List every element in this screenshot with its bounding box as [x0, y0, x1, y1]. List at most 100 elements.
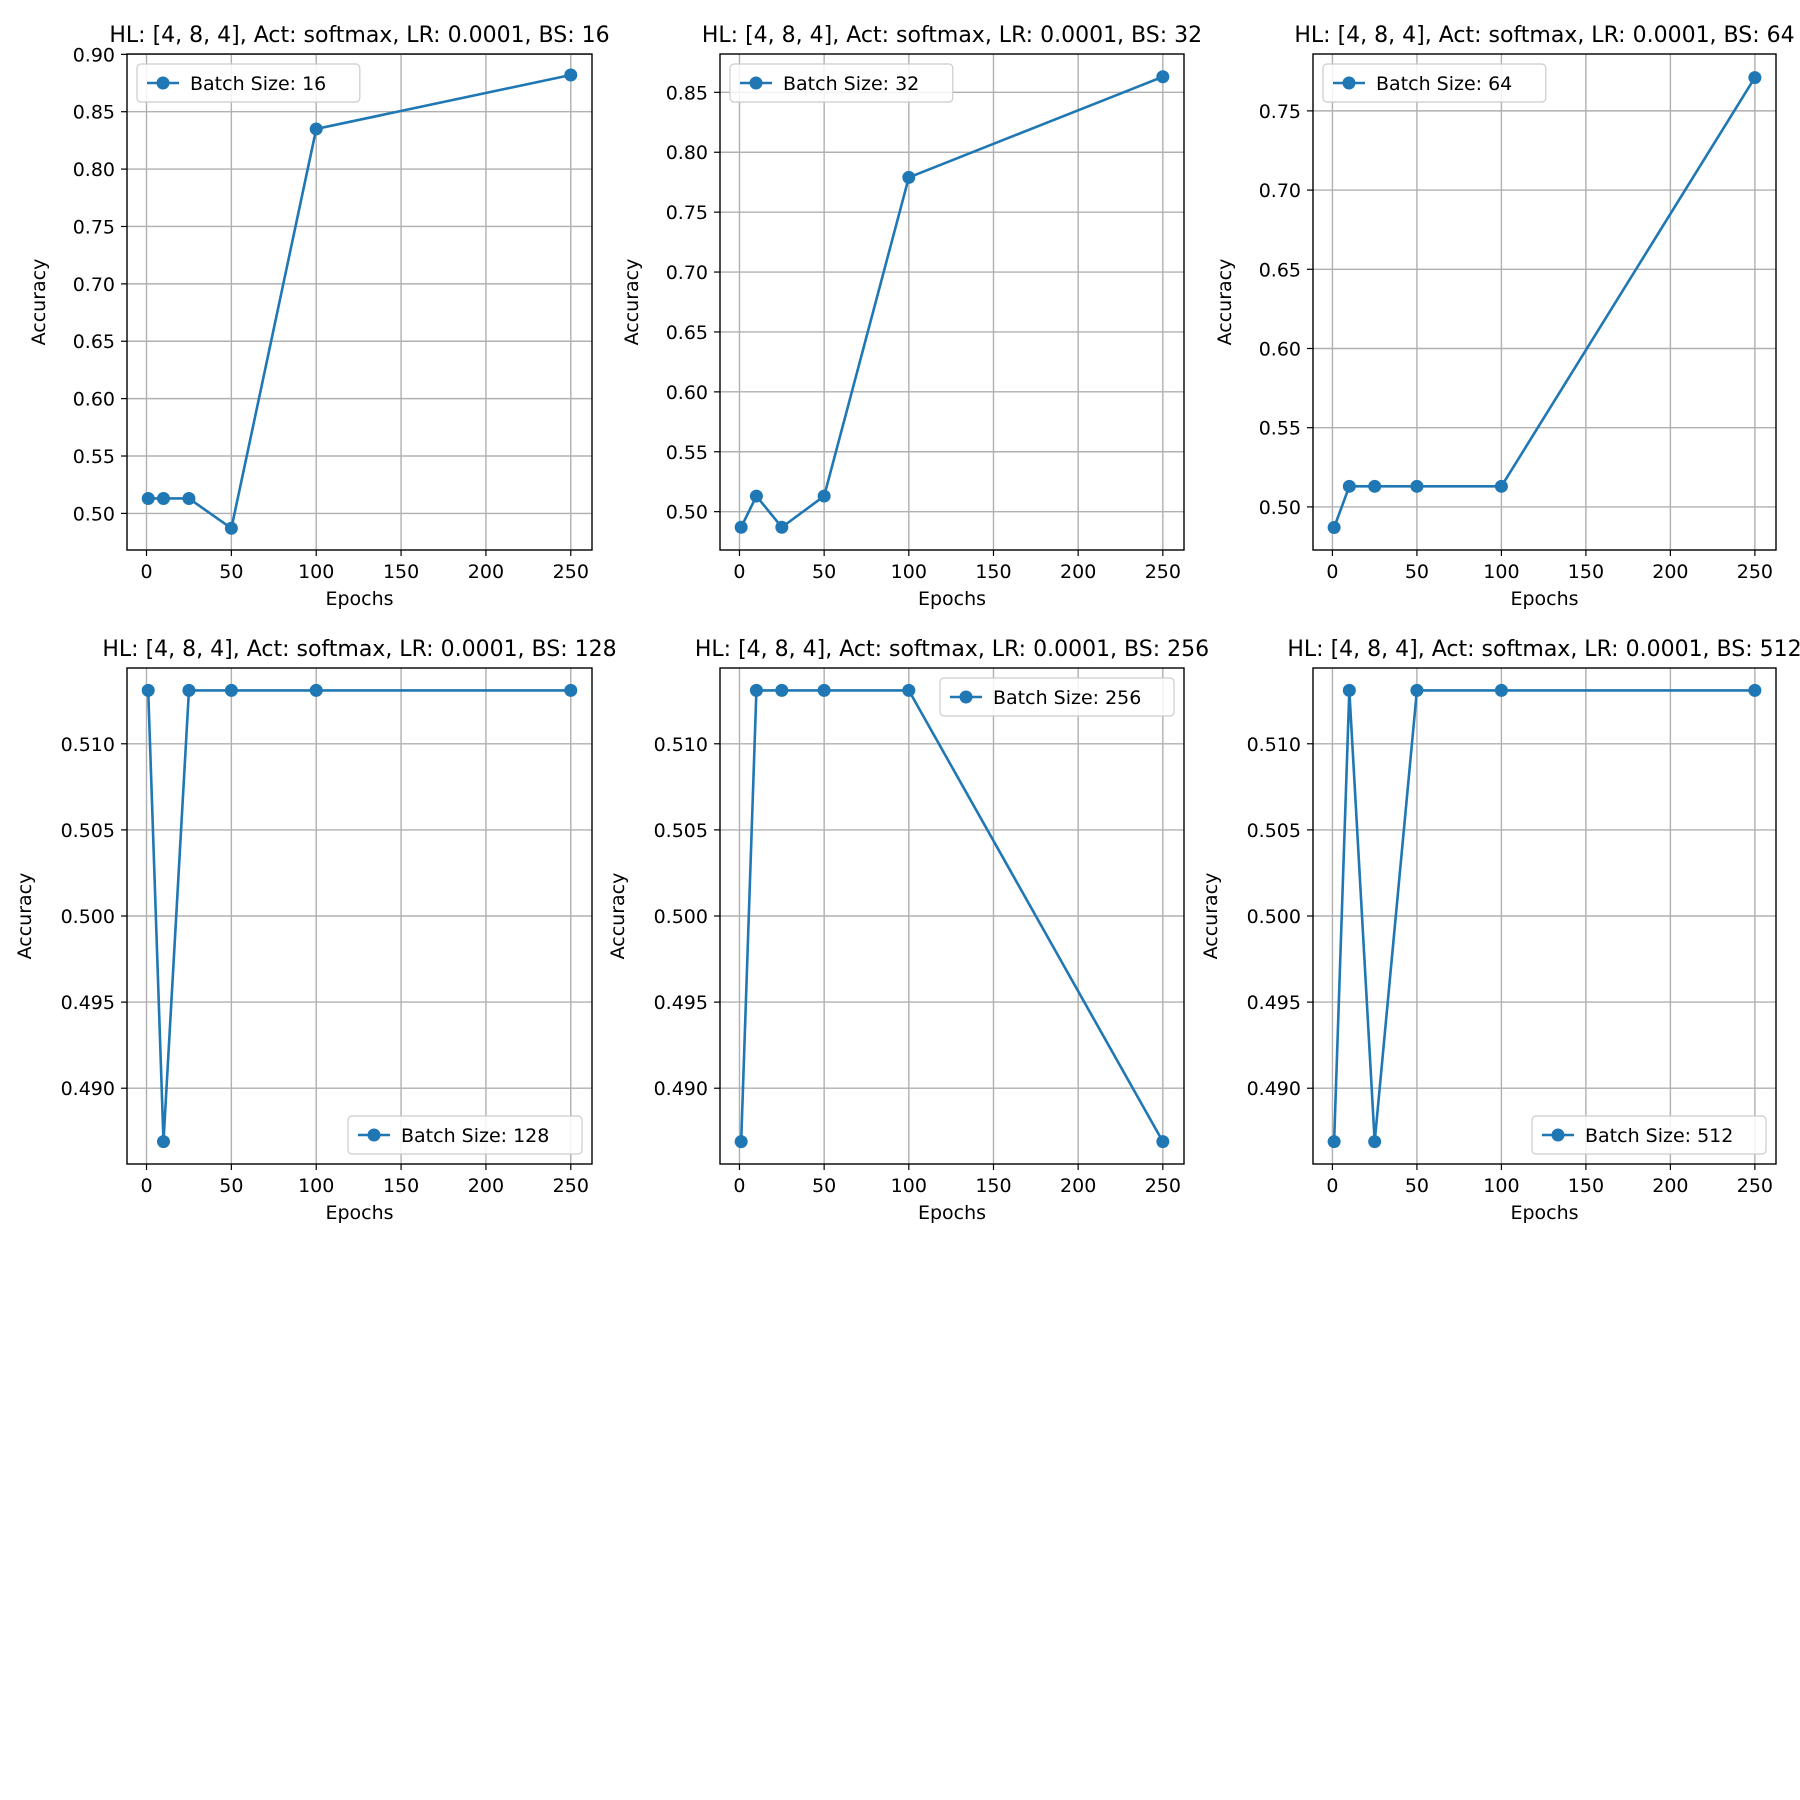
data-point [1368, 479, 1382, 493]
data-point [902, 683, 916, 697]
data-point [775, 520, 789, 534]
legend: Batch Size: 32 [729, 63, 954, 103]
y-tick-label: 0.50 [666, 502, 708, 524]
y-tick-label: 0.65 [666, 322, 708, 344]
y-tick-label: 0.500 [1247, 906, 1301, 928]
y-tick-label: 0.75 [73, 216, 115, 238]
y-axis-label: Accuracy [621, 259, 643, 346]
subplot-4: 0 50 100 150 200 250 0.490 0.495 0.500 0.505 0.510… [14, 637, 617, 1224]
data-point [775, 683, 789, 697]
axes-frame [1312, 53, 1777, 551]
legend-marker [1342, 76, 1356, 90]
x-axis-label: Epochs [918, 1202, 986, 1224]
plot-area [1313, 54, 1776, 550]
data-point [749, 489, 763, 503]
x-tick-label: 50 [1405, 561, 1429, 583]
y-tick-label: 0.55 [666, 442, 708, 464]
axes-frame [719, 667, 1185, 1165]
subplot-title: HL: [4, 8, 4], Act: softmax, LR: 0.0001,… [109, 23, 609, 48]
y-tick-label: 0.495 [654, 992, 708, 1014]
data-point [1327, 1135, 1341, 1149]
data-point [1410, 683, 1424, 697]
x-tick-label: 150 [383, 1175, 419, 1197]
data-point [564, 68, 578, 82]
x-tick-label: 200 [1060, 1175, 1096, 1197]
legend-label: Batch Size: 16 [190, 73, 326, 95]
data-point [734, 1135, 748, 1149]
y-tick-label: 0.70 [666, 262, 708, 284]
x-tick-label: 50 [812, 561, 836, 583]
data-point [1368, 1135, 1382, 1149]
x-tick-label: 250 [1145, 561, 1181, 583]
y-tick-label: 0.85 [73, 102, 115, 124]
y-tick-label: 0.495 [61, 992, 115, 1014]
y-tick-label: 0.70 [73, 274, 115, 296]
y-tick-label: 0.80 [666, 142, 708, 164]
legend-box [939, 677, 1175, 717]
x-tick-label: 50 [1405, 1175, 1429, 1197]
subplot-title: HL: [4, 8, 4], Act: softmax, LR: 0.0001,… [1294, 23, 1794, 48]
subplot-title: HL: [4, 8, 4], Act: softmax, LR: 0.0001,… [702, 23, 1202, 48]
x-tick-label: 250 [1737, 561, 1773, 583]
legend-marker [749, 76, 763, 90]
data-point [224, 683, 238, 697]
data-point [902, 170, 916, 184]
y-tick-label: 0.500 [654, 906, 708, 928]
series-line [1332, 689, 1755, 1143]
y-axis-label: Accuracy [607, 873, 629, 960]
legend-marker [959, 690, 973, 704]
axes-frame [1312, 667, 1777, 1165]
x-tick-label: 100 [298, 561, 334, 583]
legend-label: Batch Size: 256 [993, 687, 1141, 709]
x-tick-label: 250 [553, 1175, 589, 1197]
legend: Batch Size: 256 [939, 677, 1175, 717]
y-tick-label: 0.490 [1247, 1078, 1301, 1100]
data-point [1342, 479, 1356, 493]
x-tick-label: 0 [1326, 561, 1338, 583]
legend-marker [367, 1128, 381, 1142]
data-point [141, 491, 155, 505]
y-tick-label: 0.90 [73, 44, 115, 66]
y-tick-label: 0.495 [1247, 992, 1301, 1014]
y-tick-label: 0.50 [73, 503, 115, 525]
x-axis-label: Epochs [325, 588, 393, 610]
data-point [749, 683, 763, 697]
legend: Batch Size: 128 [347, 1115, 583, 1155]
data-point [1342, 683, 1356, 697]
x-tick-label: 100 [891, 561, 927, 583]
x-tick-label: 100 [1483, 561, 1519, 583]
subplot-6: 0 50 100 150 200 250 0.490 0.495 0.500 0.505 0.510… [1200, 637, 1800, 1224]
x-tick-label: 150 [383, 561, 419, 583]
data-point [156, 491, 170, 505]
x-tick-label: 150 [1568, 561, 1604, 583]
subplot-title: HL: [4, 8, 4], Act: softmax, LR: 0.0001,… [1287, 637, 1800, 662]
x-tick-label: 100 [891, 1175, 927, 1197]
data-point [1410, 479, 1424, 493]
x-tick-label: 100 [1483, 1175, 1519, 1197]
y-tick-label: 0.75 [1259, 101, 1301, 123]
legend: Batch Size: 16 [136, 63, 361, 103]
x-axis-label: Epochs [918, 588, 986, 610]
x-tick-label: 150 [975, 1175, 1011, 1197]
subplot-5: 0 50 100 150 200 250 0.490 0.495 0.500 0.505 0.510… [607, 637, 1209, 1224]
y-tick-label: 0.490 [61, 1078, 115, 1100]
y-tick-label: 0.75 [666, 202, 708, 224]
data-point [1494, 683, 1508, 697]
x-axis-label: Epochs [1510, 588, 1578, 610]
y-tick-label: 0.50 [1259, 497, 1301, 519]
axes-frame [126, 667, 593, 1165]
legend-label: Batch Size: 128 [401, 1125, 549, 1147]
data-point [1748, 71, 1762, 85]
data-point [141, 683, 155, 697]
x-tick-label: 0 [733, 1175, 745, 1197]
legend: Batch Size: 512 [1531, 1115, 1767, 1155]
subplot-3: 0 50 100 150 200 250 0.50 0.55 0.60 0.65 0.70 0.75 H… [1214, 23, 1795, 610]
y-tick-label: 0.60 [73, 389, 115, 411]
x-tick-label: 200 [1652, 561, 1688, 583]
y-tick-label: 0.490 [654, 1078, 708, 1100]
y-tick-label: 0.65 [1259, 259, 1301, 281]
series-line [146, 689, 571, 1143]
y-tick-label: 0.55 [73, 446, 115, 468]
y-tick-label: 0.60 [666, 382, 708, 404]
y-tick-label: 0.505 [61, 820, 115, 842]
